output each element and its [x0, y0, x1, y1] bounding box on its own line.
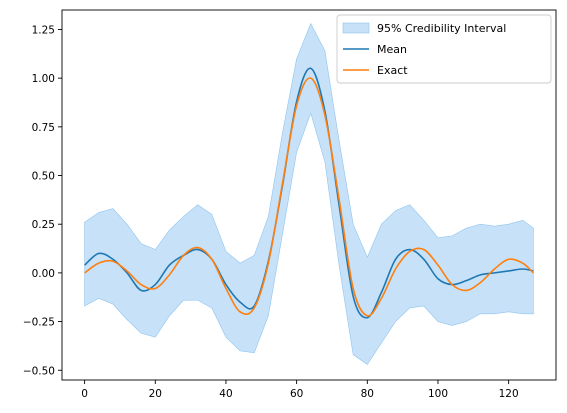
x-tick-label: 40 [219, 388, 232, 400]
x-tick-label: 80 [361, 388, 374, 400]
axes-frame [61, 9, 557, 381]
y-tick-label: −0.50 [23, 365, 55, 377]
axes: 0 20 40 60 80 100 120 −0.50 −0.25 0.00 0.25 0.50 0.7… [23, 9, 557, 400]
legend-label: Mean [377, 43, 407, 56]
x-tick-label: 0 [81, 388, 88, 400]
x-tick-label: 20 [149, 388, 162, 400]
plot-area [84, 22, 534, 365]
y-tick-label: 1.00 [32, 73, 55, 85]
y-tick-label: 0.75 [32, 122, 55, 134]
credibility-band [84, 22, 534, 365]
x-tick-label: 60 [290, 388, 303, 400]
series-line-exact [84, 77, 534, 317]
legend-swatch-band [342, 22, 370, 34]
y-tick-label: −0.25 [23, 317, 55, 329]
y-tick-label: 0.50 [32, 171, 55, 183]
y-tick-label: 0.00 [32, 268, 55, 280]
series-line-mean [84, 67, 534, 319]
y-tick-label: 0.25 [32, 219, 55, 231]
x-tick-label: 100 [428, 388, 448, 400]
legend-label: 95% Credibility Interval [377, 22, 506, 35]
legend-label: Exact [377, 64, 408, 77]
legend: 95% Credibility Interval Mean Exact [336, 14, 552, 84]
legend-box [336, 14, 552, 84]
x-tick-label: 120 [499, 388, 519, 400]
y-tick-label: 1.25 [32, 24, 55, 36]
